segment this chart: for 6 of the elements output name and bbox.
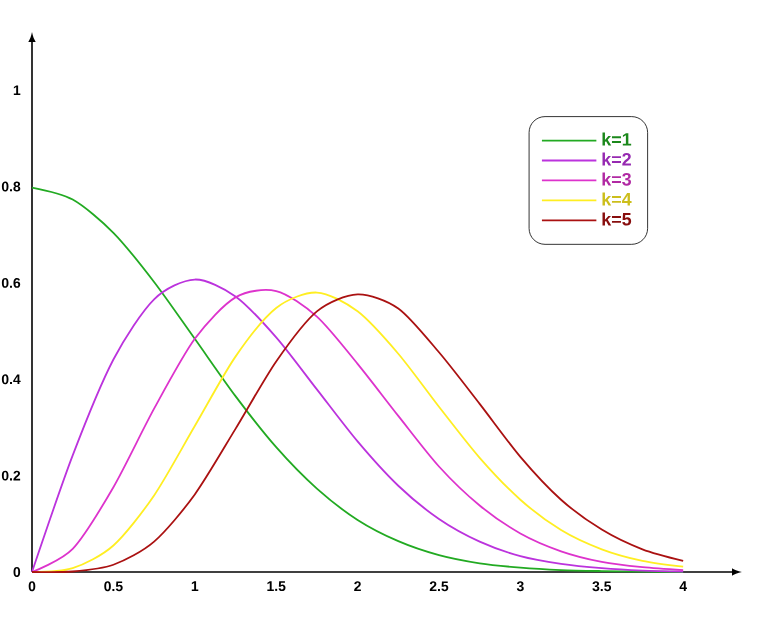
legend-label: k=5 xyxy=(602,212,632,226)
legend-label: k=4 xyxy=(602,192,632,206)
line-series xyxy=(31,186,685,573)
legend-label: k=2 xyxy=(602,152,631,166)
legend-label: k=3 xyxy=(602,172,631,186)
legend-label: k=1 xyxy=(602,132,632,146)
